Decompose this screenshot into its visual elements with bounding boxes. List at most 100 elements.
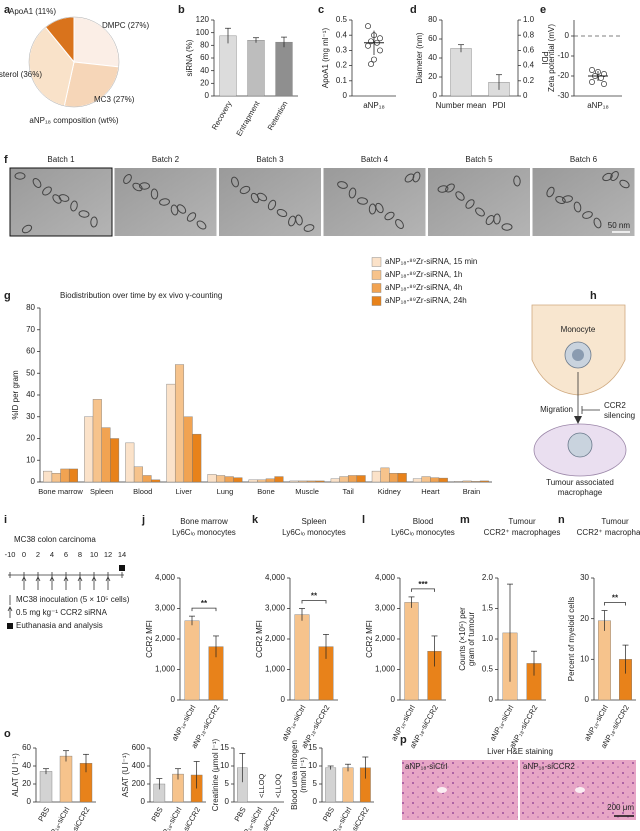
bar xyxy=(101,427,111,483)
y-axis-label: ALAT (U l⁻¹) xyxy=(11,753,20,797)
timeline-day: 12 xyxy=(104,550,112,559)
particle xyxy=(132,182,143,192)
bar xyxy=(219,35,237,97)
y-axis-label: Percent of myeloid cells xyxy=(567,597,576,681)
em-image xyxy=(114,168,217,236)
macrophage-nucleus xyxy=(567,432,593,458)
particle xyxy=(231,176,239,188)
y2-tick-label: 0.4 xyxy=(523,61,535,70)
y-tick-label: 3,000 xyxy=(265,604,286,613)
bar xyxy=(453,481,464,483)
point xyxy=(377,47,383,54)
bar xyxy=(471,481,481,483)
bar xyxy=(133,466,143,483)
dose-arrow xyxy=(91,576,97,590)
y-axis-label: CCR2 MFI xyxy=(365,620,374,658)
panel-label: p xyxy=(400,734,407,746)
panel-label: i xyxy=(4,514,7,526)
x-tick-label: Entrapment xyxy=(234,99,262,138)
dose-arrow xyxy=(63,576,69,590)
y-axis-label: Counts (×10⁵) per xyxy=(458,607,467,671)
y-tick-label: 0 xyxy=(27,797,32,806)
value-label: <LLOQ xyxy=(257,773,266,798)
y-tick-label: 0.5 xyxy=(336,15,348,24)
particle xyxy=(593,217,602,229)
particle xyxy=(562,195,573,203)
y-tick-label: 40 xyxy=(22,761,31,770)
panel-label: k xyxy=(252,514,259,526)
y-tick-label: 120 xyxy=(196,15,210,24)
y-tick-label: 20 xyxy=(200,78,209,87)
bar xyxy=(257,479,267,483)
y-tick-label: 10 xyxy=(308,761,317,770)
legend-swatch xyxy=(371,270,382,280)
point xyxy=(589,67,595,73)
bar xyxy=(248,479,258,483)
panel-label: e xyxy=(540,4,546,16)
particle xyxy=(368,203,377,215)
particle xyxy=(404,173,415,183)
y-tick-label: 0 xyxy=(585,695,590,704)
panel-label: b xyxy=(178,4,185,16)
point xyxy=(601,81,607,87)
y2-axis-label: PDI xyxy=(540,51,549,64)
particle xyxy=(493,213,501,225)
bar xyxy=(421,476,431,483)
chart-title: Blood xyxy=(413,517,433,526)
bar xyxy=(142,475,152,483)
particle xyxy=(475,207,485,217)
particle xyxy=(395,219,404,229)
x-tick-label: Heart xyxy=(421,487,440,496)
particle xyxy=(337,181,348,189)
y-tick-label: 4,000 xyxy=(265,573,286,582)
x-tick-label: Spleen xyxy=(90,487,113,496)
diagram-label: Migration xyxy=(540,405,573,414)
particle xyxy=(412,171,421,183)
bar xyxy=(298,480,308,483)
y-tick-label: 4,000 xyxy=(375,573,396,582)
particle xyxy=(288,215,296,227)
point xyxy=(377,35,383,42)
bar xyxy=(450,48,472,97)
particle xyxy=(90,216,98,228)
scale-bar-label: 200 μm xyxy=(607,803,634,812)
timeline-day: 14 xyxy=(118,550,126,559)
y-axis-label: Blood urea nitrogen xyxy=(290,740,299,810)
y-tick-label: 2.0 xyxy=(482,573,494,582)
x-tick-label: PBS xyxy=(36,805,51,823)
bar xyxy=(479,480,489,483)
bar xyxy=(325,767,337,803)
particle xyxy=(445,183,455,193)
y-tick-label: 10 xyxy=(220,761,229,770)
y2-tick-label: 0 xyxy=(523,91,528,100)
y-tick-label: 70 xyxy=(26,325,35,334)
y-axis-label: gram of tumour xyxy=(467,612,476,667)
diagram-label: silencing xyxy=(604,411,635,420)
particle xyxy=(267,199,277,211)
particle xyxy=(573,201,582,213)
image-label: aNP₁₈-siCCR2 xyxy=(523,762,575,771)
dose-arrow xyxy=(49,576,55,590)
significance-label: ** xyxy=(201,599,208,608)
particle xyxy=(384,211,395,221)
significance-bracket xyxy=(191,607,217,612)
panel-label: l xyxy=(362,514,365,526)
y-tick-label: 0 xyxy=(141,797,146,806)
bar xyxy=(207,474,217,483)
particle xyxy=(58,194,70,202)
y-tick-label: 2,000 xyxy=(265,634,286,643)
y-tick-label: 0 xyxy=(313,797,318,806)
y-tick-label: 0 xyxy=(281,695,286,704)
bar xyxy=(39,771,53,803)
timeline-day: 10 xyxy=(90,550,98,559)
bar xyxy=(192,433,202,483)
timeline-day: 2 xyxy=(36,550,40,559)
particle xyxy=(32,178,42,188)
bar xyxy=(306,480,316,483)
y-tick-label: 40 xyxy=(428,53,437,62)
panel-label: f xyxy=(4,154,8,166)
bar xyxy=(438,477,448,483)
bar xyxy=(598,620,612,701)
bar xyxy=(68,468,79,483)
